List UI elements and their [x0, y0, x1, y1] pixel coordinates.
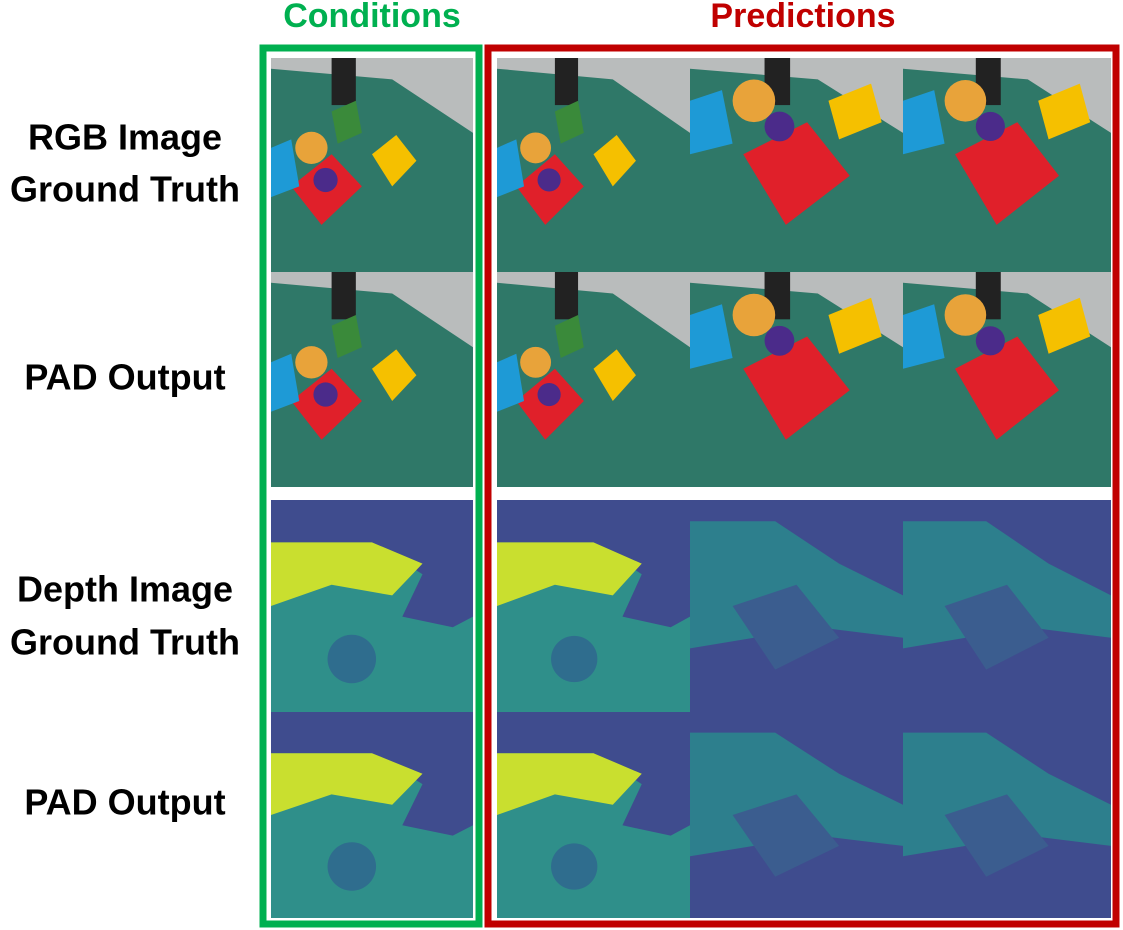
yellow-cube	[372, 135, 417, 187]
orange	[520, 346, 552, 378]
red-cube	[743, 122, 850, 225]
depth-cube	[551, 843, 598, 890]
predictions-heading: Predictions	[710, 0, 895, 35]
yellow-cube	[828, 297, 882, 354]
row-label: PAD Output	[24, 782, 225, 823]
grapes	[537, 168, 561, 192]
depth-cube	[551, 635, 598, 683]
predictions-frame	[484, 44, 1120, 928]
green-cube	[554, 315, 584, 358]
depth-cube	[732, 794, 840, 877]
red-cube	[955, 336, 1059, 440]
yellow-cube	[828, 83, 882, 140]
image-grid	[271, 58, 1111, 918]
orange	[295, 131, 328, 165]
orange	[732, 293, 776, 337]
depth-near	[271, 542, 423, 606]
table-edge	[690, 272, 903, 348]
table-edge	[903, 272, 1111, 348]
row-label: Ground Truth	[10, 622, 240, 663]
gripper	[554, 272, 579, 320]
blue-cube	[903, 90, 945, 155]
table-edge	[271, 58, 473, 133]
row-label: PAD Output	[24, 357, 225, 398]
yellow-cube	[593, 135, 636, 187]
table-edge	[690, 58, 903, 133]
depth-cube	[944, 794, 1049, 877]
depth-cube	[327, 634, 377, 684]
gripper	[331, 272, 356, 320]
red-cube	[955, 122, 1059, 225]
row-label: Depth Image	[17, 569, 233, 610]
depth-cube	[944, 584, 1049, 670]
grapes	[537, 382, 561, 407]
conditions-frame	[259, 44, 483, 928]
gripper	[331, 58, 356, 106]
red-cube	[743, 336, 850, 440]
blue-cube	[903, 304, 945, 369]
yellow-cube	[372, 349, 417, 401]
orange	[732, 79, 776, 123]
blue-cube	[271, 139, 300, 198]
orange	[944, 294, 987, 336]
row-label: RGB Image	[28, 117, 222, 158]
grapes	[313, 382, 338, 407]
orange	[944, 80, 987, 122]
row-label: Ground Truth	[10, 169, 240, 210]
table-edge	[271, 272, 473, 348]
orange	[520, 132, 552, 164]
green-cube	[331, 315, 362, 358]
depth-cube	[327, 842, 377, 891]
grapes	[975, 326, 1005, 356]
blue-cube	[690, 90, 733, 155]
blue-cube	[497, 353, 525, 412]
table-edge	[497, 58, 690, 133]
blue-cube	[690, 304, 733, 369]
depth-near	[497, 753, 642, 815]
grapes	[764, 111, 795, 142]
table-edge	[497, 272, 690, 348]
blue-cube	[271, 353, 300, 412]
green-cube	[554, 100, 584, 144]
green-cube	[331, 100, 362, 144]
depth-near	[271, 753, 423, 815]
grapes	[764, 325, 795, 356]
yellow-cube	[593, 349, 636, 401]
grapes	[975, 111, 1005, 142]
blue-cube	[497, 139, 525, 198]
orange	[295, 346, 328, 379]
gripper	[554, 58, 579, 106]
yellow-cube	[1038, 297, 1091, 354]
conditions-heading: Conditions	[283, 0, 461, 35]
yellow-cube	[1038, 83, 1091, 140]
depth-near	[497, 542, 642, 606]
grapes	[313, 167, 338, 193]
depth-cube	[732, 584, 840, 670]
table-edge	[903, 58, 1111, 133]
